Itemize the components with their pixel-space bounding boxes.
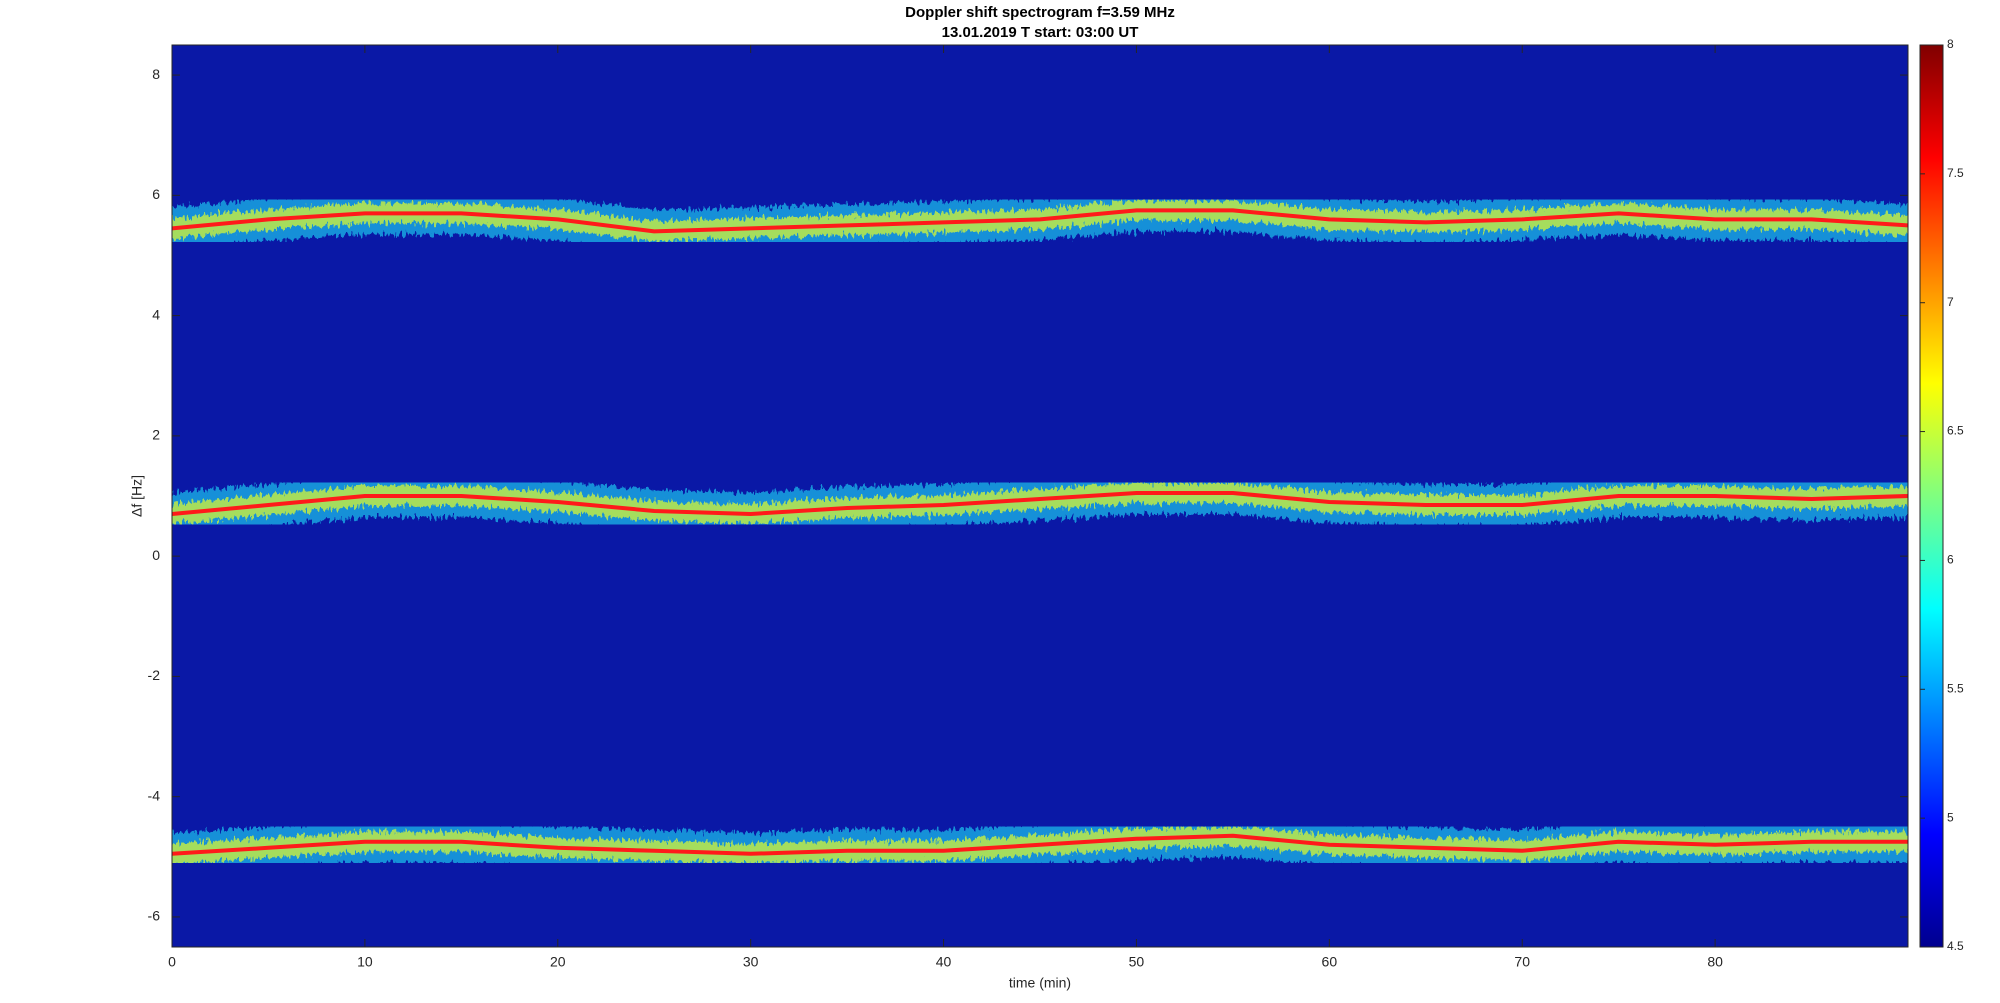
x-tick-label: 50 <box>1129 954 1145 970</box>
x-axis-label: time (min) <box>1009 975 1071 991</box>
chart-title: Doppler shift spectrogram f=3.59 MHz <box>905 4 1175 21</box>
x-tick-label: 0 <box>168 954 176 970</box>
axes-frame <box>171 44 1909 948</box>
y-tick-label: -2 <box>148 667 161 683</box>
x-tick-label: 40 <box>936 954 952 970</box>
x-tick-label: 20 <box>550 954 566 970</box>
y-tick-label: 2 <box>152 427 160 443</box>
bands <box>172 189 1908 875</box>
y-tick-label: 0 <box>152 547 160 563</box>
x-tick-label: 30 <box>743 954 759 970</box>
colorbar <box>1919 44 1944 948</box>
x-tick-label: 60 <box>1322 954 1338 970</box>
chart-subtitle: 13.01.2019 T start: 03:00 UT <box>942 24 1139 41</box>
x-tick-label: 80 <box>1707 954 1723 970</box>
x-tick-label: 70 <box>1514 954 1530 970</box>
colorbar-tick-label: 5.5 <box>1947 681 1964 695</box>
colorbar-tick-label: 7.5 <box>1947 166 1964 180</box>
x-tick-label: 10 <box>357 954 373 970</box>
y-tick-label: 6 <box>152 186 160 202</box>
colorbar-tick-label: 6 <box>1947 553 1954 567</box>
colorbar-tick-label: 5 <box>1947 810 1954 824</box>
colorbar-tick-label: 6.5 <box>1947 424 1964 438</box>
y-tick-label: -4 <box>148 787 161 803</box>
colorbar-tick-label: 7 <box>1947 295 1954 309</box>
band-center-line <box>172 208 1908 234</box>
y-tick-label: -6 <box>148 908 161 924</box>
y-axis-label: Δf [Hz] <box>129 475 145 517</box>
y-tick-label: 8 <box>152 66 160 82</box>
band-center-line <box>172 833 1908 856</box>
colorbar-tick-label: 8 <box>1947 37 1954 51</box>
colorbar-tick-label: 4.5 <box>1947 939 1964 953</box>
y-tick-label: 4 <box>152 306 160 322</box>
band-center-line <box>172 491 1908 516</box>
